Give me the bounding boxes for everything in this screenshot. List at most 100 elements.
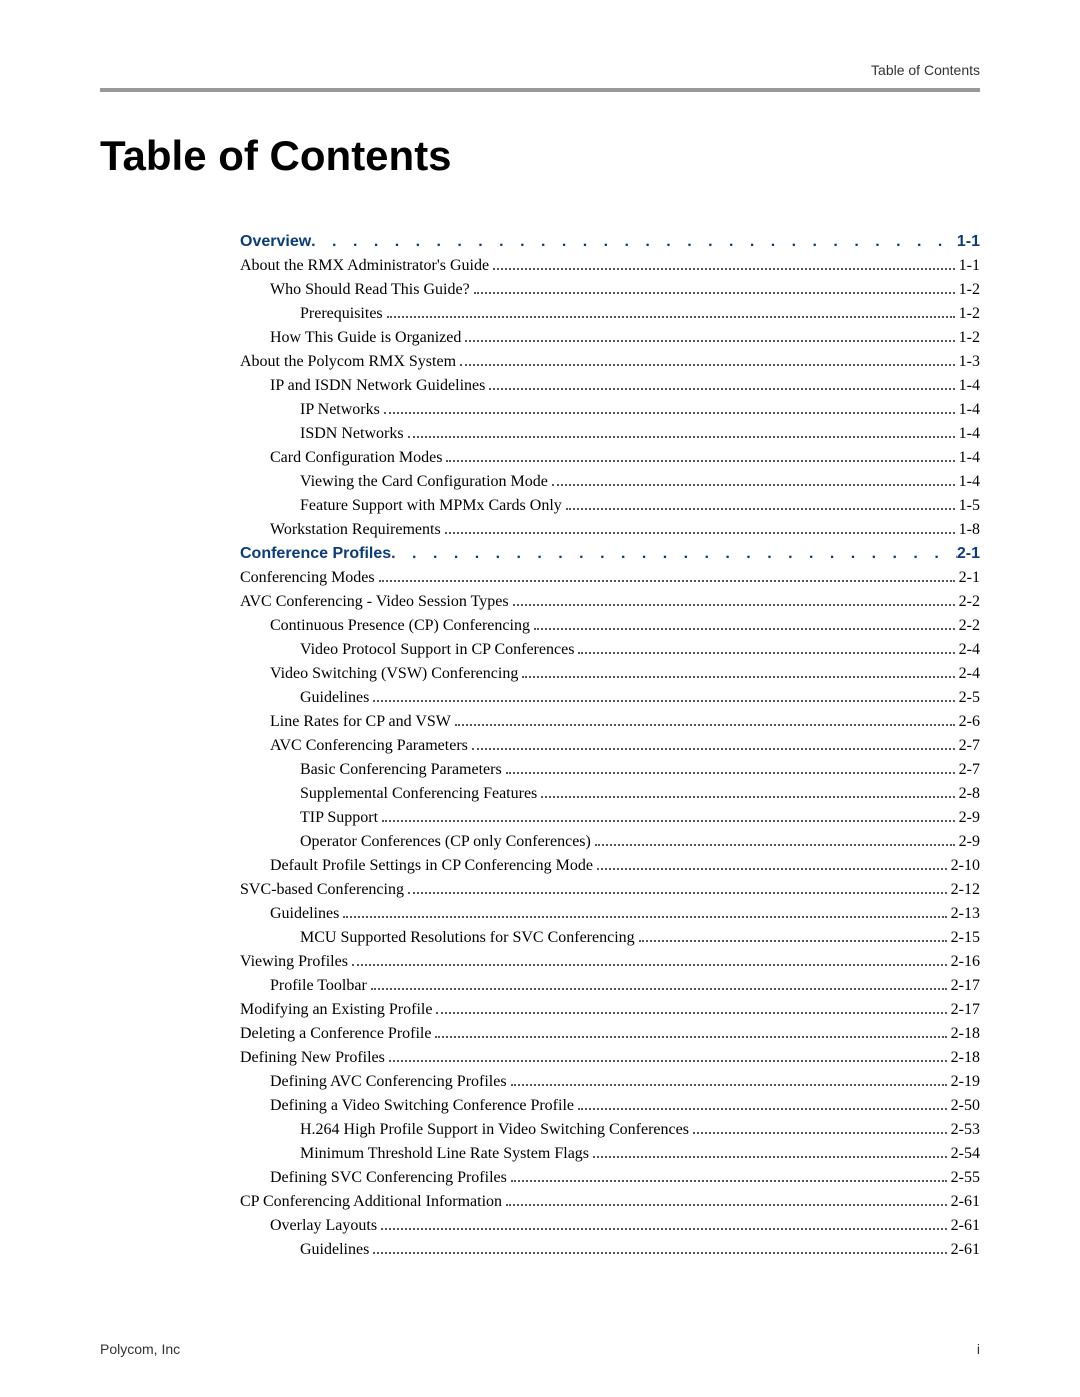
- toc-entry: About the Polycom RMX System 1-3: [240, 350, 980, 374]
- toc-leader: [379, 569, 955, 582]
- toc-entry-page: 2-50: [951, 1094, 980, 1118]
- toc-entry-title: Guidelines: [300, 686, 369, 710]
- toc-entry-title: Guidelines: [300, 1238, 369, 1262]
- toc-entry-page: 2-18: [951, 1022, 980, 1046]
- toc-entry-title: SVC-based Conferencing: [240, 878, 404, 902]
- toc-entry: Continuous Presence (CP) Conferencing 2-…: [240, 614, 980, 638]
- toc-entry-title: Defining SVC Conferencing Profiles: [270, 1166, 507, 1190]
- toc-leader: [381, 1217, 947, 1230]
- header-rule: [100, 88, 980, 92]
- toc-entry: Guidelines 2-61: [240, 1238, 980, 1262]
- toc-entry: IP Networks 1-4: [240, 398, 980, 422]
- toc-leader: [513, 593, 955, 606]
- toc-entry-title: Who Should Read This Guide?: [270, 278, 470, 302]
- toc-entry-title: Guidelines: [270, 902, 339, 926]
- toc-entry-page: 2-19: [951, 1070, 980, 1094]
- toc-entry-title: Viewing the Card Configuration Mode: [300, 470, 548, 494]
- toc-section-title: Conference Profiles: [240, 542, 391, 566]
- toc-entry-title: CP Conferencing Additional Information: [240, 1190, 502, 1214]
- toc-entry-title: IP Networks: [300, 398, 380, 422]
- toc-entry-page: 1-4: [959, 470, 980, 494]
- toc-leader: [578, 1097, 947, 1110]
- toc-leader: [474, 281, 955, 294]
- toc-entry-page: 1-8: [959, 518, 980, 542]
- toc-entry-title: Supplemental Conferencing Features: [300, 782, 537, 806]
- toc-leader: [522, 665, 954, 678]
- toc-entry-page: 1-2: [959, 302, 980, 326]
- toc-entry-page: 2-12: [951, 878, 980, 902]
- toc-entry-page: 2-2: [959, 590, 980, 614]
- toc-entry-title: AVC Conferencing Parameters: [270, 734, 468, 758]
- toc-entry-page: 2-61: [951, 1238, 980, 1262]
- toc-entry: Default Profile Settings in CP Conferenc…: [240, 854, 980, 878]
- toc-entry-title: Video Switching (VSW) Conferencing: [270, 662, 518, 686]
- toc-leader: [511, 1073, 947, 1086]
- toc-entry: Defining AVC Conferencing Profiles 2-19: [240, 1070, 980, 1094]
- toc-leader: . . . . . . . . . . . . . . . . . . . . …: [391, 542, 957, 566]
- page-footer: Polycom, Inc i: [100, 1341, 980, 1357]
- toc-entry-title: IP and ISDN Network Guidelines: [270, 374, 485, 398]
- toc-entry-page: 2-4: [959, 638, 980, 662]
- toc-entry-page: 1-4: [959, 446, 980, 470]
- toc-leader: [455, 713, 955, 726]
- toc-entry: Workstation Requirements 1-8: [240, 518, 980, 542]
- toc-entry-page: 2-55: [951, 1166, 980, 1190]
- toc-entry-page: 2-17: [951, 998, 980, 1022]
- toc-entry-title: Prerequisites: [300, 302, 383, 326]
- toc-entry-title: Conferencing Modes: [240, 566, 375, 590]
- toc-entry: Basic Conferencing Parameters 2-7: [240, 758, 980, 782]
- toc-entry: ISDN Networks 1-4: [240, 422, 980, 446]
- toc-entry: Viewing the Card Configuration Mode 1-4: [240, 470, 980, 494]
- toc-entry-title: Deleting a Conference Profile: [240, 1022, 431, 1046]
- toc-entry: CP Conferencing Additional Information 2…: [240, 1190, 980, 1214]
- toc-leader: [595, 833, 955, 846]
- toc-entry-title: Continuous Presence (CP) Conferencing: [270, 614, 530, 638]
- toc-entry: Defining SVC Conferencing Profiles 2-55: [240, 1166, 980, 1190]
- toc-entry: Minimum Threshold Line Rate System Flags…: [240, 1142, 980, 1166]
- toc-entry-title: ISDN Networks: [300, 422, 404, 446]
- toc-entry-page: 2-10: [951, 854, 980, 878]
- toc-entry: AVC Conferencing Parameters 2-7: [240, 734, 980, 758]
- document-page: Table of Contents Table of Contents Over…: [0, 0, 1080, 1397]
- toc-entry-page: 2-16: [951, 950, 980, 974]
- toc-leader: [382, 809, 955, 822]
- toc-entry: SVC-based Conferencing 2-12: [240, 878, 980, 902]
- toc-entry: TIP Support 2-9: [240, 806, 980, 830]
- toc-entry: Guidelines 2-5: [240, 686, 980, 710]
- toc-entry-title: Default Profile Settings in CP Conferenc…: [270, 854, 593, 878]
- toc-leader: [387, 305, 955, 318]
- toc-leader: [593, 1145, 947, 1158]
- toc-leader: [489, 377, 954, 390]
- toc-leader: [506, 1193, 947, 1206]
- toc-entry: How This Guide is Organized 1-2: [240, 326, 980, 350]
- toc-entry: Card Configuration Modes 1-4: [240, 446, 980, 470]
- toc-entry: AVC Conferencing - Video Session Types 2…: [240, 590, 980, 614]
- toc-entry-page: 2-17: [951, 974, 980, 998]
- toc-entry-page: 2-61: [951, 1190, 980, 1214]
- header-right: Table of Contents: [871, 62, 980, 78]
- toc-entry-page: 1-4: [959, 398, 980, 422]
- toc-leader: [460, 353, 955, 366]
- toc-entry: Guidelines 2-13: [240, 902, 980, 926]
- toc-entry-page: 2-18: [951, 1046, 980, 1070]
- toc-leader: [578, 641, 954, 654]
- toc-entry-title: Workstation Requirements: [270, 518, 441, 542]
- toc-leader: [639, 929, 947, 942]
- toc-section-title: Overview: [240, 230, 311, 254]
- toc-leader: [541, 785, 954, 798]
- toc-leader: [534, 617, 955, 630]
- toc-entry: IP and ISDN Network Guidelines 1-4: [240, 374, 980, 398]
- toc-leader: [493, 257, 955, 270]
- toc-entry-title: Overlay Layouts: [270, 1214, 377, 1238]
- toc-leader: [566, 497, 955, 510]
- toc-leader: [552, 473, 955, 486]
- toc-leader: [445, 521, 955, 534]
- toc-entry-page: 2-54: [951, 1142, 980, 1166]
- toc-entry-title: How This Guide is Organized: [270, 326, 461, 350]
- toc-entry-title: TIP Support: [300, 806, 378, 830]
- toc-entry-page: 2-9: [959, 830, 980, 854]
- toc-entry-title: Defining a Video Switching Conference Pr…: [270, 1094, 574, 1118]
- toc-entry-page: 1-2: [959, 278, 980, 302]
- toc-leader: [506, 761, 955, 774]
- toc-leader: [373, 1241, 946, 1254]
